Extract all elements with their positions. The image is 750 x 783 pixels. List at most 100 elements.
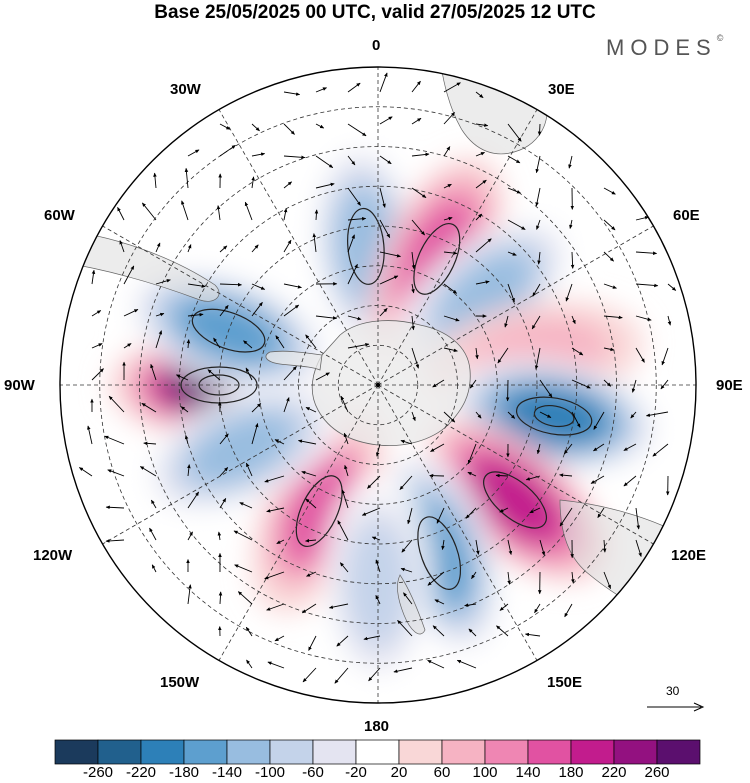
wind-vector — [347, 234, 355, 253]
wind-vector — [443, 251, 458, 255]
wind-vector — [337, 520, 349, 541]
wind-vector — [379, 116, 393, 125]
colorbar-tick-label: 100 — [472, 764, 498, 781]
lon-label-180: 180 — [364, 718, 390, 735]
wind-vector — [623, 475, 637, 487]
colorbar-swatch — [54, 739, 99, 765]
wind-vector — [571, 411, 581, 428]
wind-vector — [539, 379, 553, 398]
wind-vector — [475, 213, 483, 221]
wind-vector — [251, 152, 266, 157]
colorbar-tick-label: -60 — [302, 764, 324, 781]
wind-vector — [155, 242, 161, 253]
brand-logo: MODES© — [606, 33, 723, 61]
wind-vector — [315, 155, 334, 168]
wind-vector — [507, 251, 517, 256]
wind-vector — [569, 219, 573, 229]
colorbar-swatch — [312, 739, 357, 765]
height-contour — [533, 405, 575, 428]
wind-vector — [305, 538, 317, 543]
wind-vector — [443, 183, 452, 189]
anomaly-shading — [187, 412, 295, 486]
wind-vector — [630, 411, 637, 419]
wind-vector — [464, 603, 477, 607]
colorbar-tick-label: -140 — [211, 764, 243, 781]
wind-vector — [661, 347, 669, 366]
reference-vector-label: 30 — [666, 684, 680, 698]
wind-vector — [219, 245, 228, 253]
wind-vector — [297, 439, 317, 445]
wind-vector — [564, 603, 573, 618]
wind-vector — [427, 571, 445, 586]
wind-vector — [347, 263, 358, 285]
wind-vector — [283, 304, 300, 317]
wind-vector — [150, 363, 157, 381]
wind-vector — [559, 507, 573, 527]
wind-vector — [379, 251, 401, 258]
wind-vector — [534, 603, 541, 614]
wind-vector — [529, 507, 541, 514]
wind-vector — [187, 464, 191, 477]
lon-label-90e: 90E — [716, 377, 743, 394]
colorbar-tick-label: -100 — [254, 764, 286, 781]
wind-vector — [590, 475, 605, 484]
wind-vector — [363, 635, 381, 641]
wind-vector — [301, 603, 317, 614]
wind-vector — [443, 82, 461, 93]
wind-vector — [150, 499, 157, 509]
wind-vector — [603, 219, 616, 231]
meridian-line — [102, 225, 379, 386]
brand-text: MODES — [606, 35, 717, 60]
wind-vector — [645, 411, 669, 417]
wind-vector — [537, 123, 542, 136]
wind-vector — [267, 661, 285, 669]
wind-vector — [187, 491, 199, 509]
wind-vector — [559, 473, 573, 477]
wind-vector — [187, 244, 192, 253]
colorbar-swatch — [527, 739, 572, 765]
wind-vector — [375, 594, 381, 605]
wind-vector — [456, 659, 477, 669]
wind-vector — [181, 200, 189, 221]
wind-vector — [302, 667, 317, 683]
wind-vector — [219, 123, 231, 130]
wind-vector — [315, 123, 325, 129]
map-boundary — [59, 66, 697, 704]
colorbar-swatch — [183, 739, 228, 765]
wind-vector — [275, 335, 285, 349]
wind-vector — [475, 411, 482, 419]
lon-label-90w: 90W — [4, 377, 35, 394]
colorbar-tick-label: -220 — [125, 764, 157, 781]
colorbar — [54, 739, 701, 765]
wind-vector — [436, 507, 445, 524]
wind-vector — [340, 395, 349, 413]
wind-vector — [400, 439, 413, 445]
wind-vector — [570, 251, 575, 269]
wind-vector — [635, 539, 642, 557]
wind-vector — [499, 507, 509, 513]
wind-vector — [432, 625, 445, 637]
wind-vector — [251, 301, 263, 317]
wind-vector — [465, 507, 477, 519]
wind-vector — [216, 205, 221, 221]
wind-vector — [652, 443, 669, 457]
wind-vector — [274, 635, 285, 642]
wind-vector — [283, 366, 297, 381]
colorbar-swatch — [570, 739, 615, 765]
colorbar-swatch — [269, 739, 314, 765]
wind-vector — [186, 339, 191, 349]
wind-vector — [219, 282, 242, 287]
wind-vector — [407, 507, 413, 525]
wind-vector — [245, 367, 253, 381]
height-contour — [483, 471, 547, 529]
anomaly-shading — [436, 252, 533, 340]
wind-vector — [283, 208, 288, 221]
lon-label-0: 0 — [372, 37, 381, 54]
wind-vector — [315, 87, 327, 93]
meridian-line — [377, 109, 538, 386]
colorbar-swatch — [140, 739, 185, 765]
wind-vector — [593, 443, 605, 452]
anomaly-shading — [469, 459, 561, 541]
wind-vector — [443, 146, 451, 157]
wind-vector — [347, 187, 361, 206]
